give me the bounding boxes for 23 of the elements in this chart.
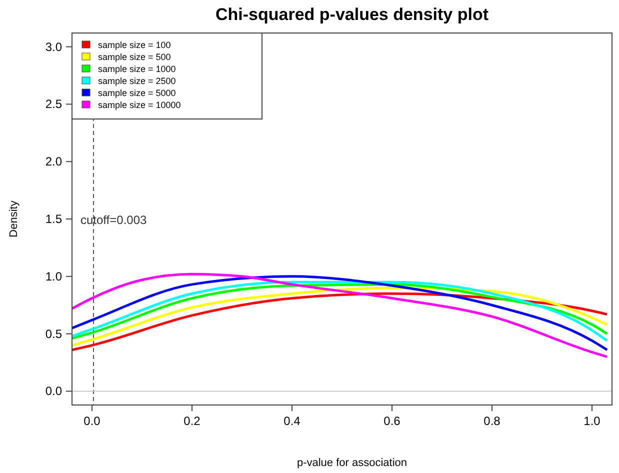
x-tick-label: 1.0 [584,414,601,428]
y-tick-label: 2.0 [45,154,62,169]
legend-label: sample size = 5000 [98,88,176,98]
legend-label: sample size = 500 [98,52,171,62]
x-tick-label: 0.8 [484,414,501,428]
y-tick-label: 1.0 [45,269,62,284]
x-tick-label: 0.0 [84,414,101,428]
y-tick-label: 3.0 [45,40,62,54]
y-tick-label: 0.0 [45,384,62,398]
x-axis-title: p-value for association [296,457,408,469]
legend-label: sample size = 10000 [98,100,181,110]
chart-title: Chi-squared p-values density plot [216,5,489,24]
y-tick-label: 0.5 [45,326,62,341]
x-tick-label: 0.2 [184,414,201,428]
legend-label: sample size = 2500 [98,76,176,86]
legend-label: sample size = 100 [98,40,171,50]
x-tick-label: 0.6 [384,414,401,428]
y-tick-label: 1.5 [45,212,62,226]
y-axis-title: Density [8,200,20,238]
x-tick-label: 0.4 [284,414,301,428]
ref-line-label: cutoff=0.003 [80,213,147,227]
legend-label: sample size = 1000 [98,64,176,74]
y-tick-label: 2.5 [45,97,62,112]
